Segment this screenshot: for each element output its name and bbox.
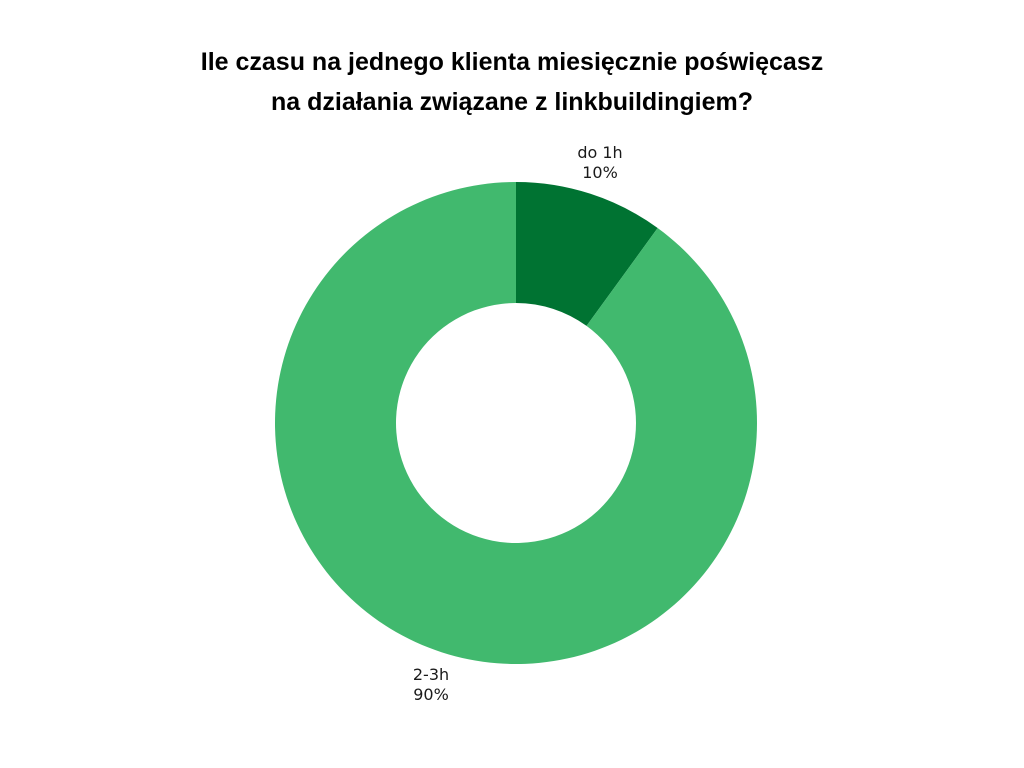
slice-label-name: 2-3h xyxy=(413,665,449,684)
donut-slice-2-3h xyxy=(275,182,757,664)
slice-label-value: 10% xyxy=(582,163,618,182)
chart-title-line-1: Ile czasu na jednego klienta miesięcznie… xyxy=(200,48,824,76)
chart-title: Ile czasu na jednego klienta miesięcznie… xyxy=(0,42,1024,122)
donut-slice-do-1h xyxy=(516,182,658,326)
slice-label-name: do 1h xyxy=(577,143,622,162)
slice-label-value: 90% xyxy=(413,685,449,704)
chart-title-line-2: na działania związane z linkbuildingiem? xyxy=(270,88,754,116)
donut-slices xyxy=(275,182,757,664)
